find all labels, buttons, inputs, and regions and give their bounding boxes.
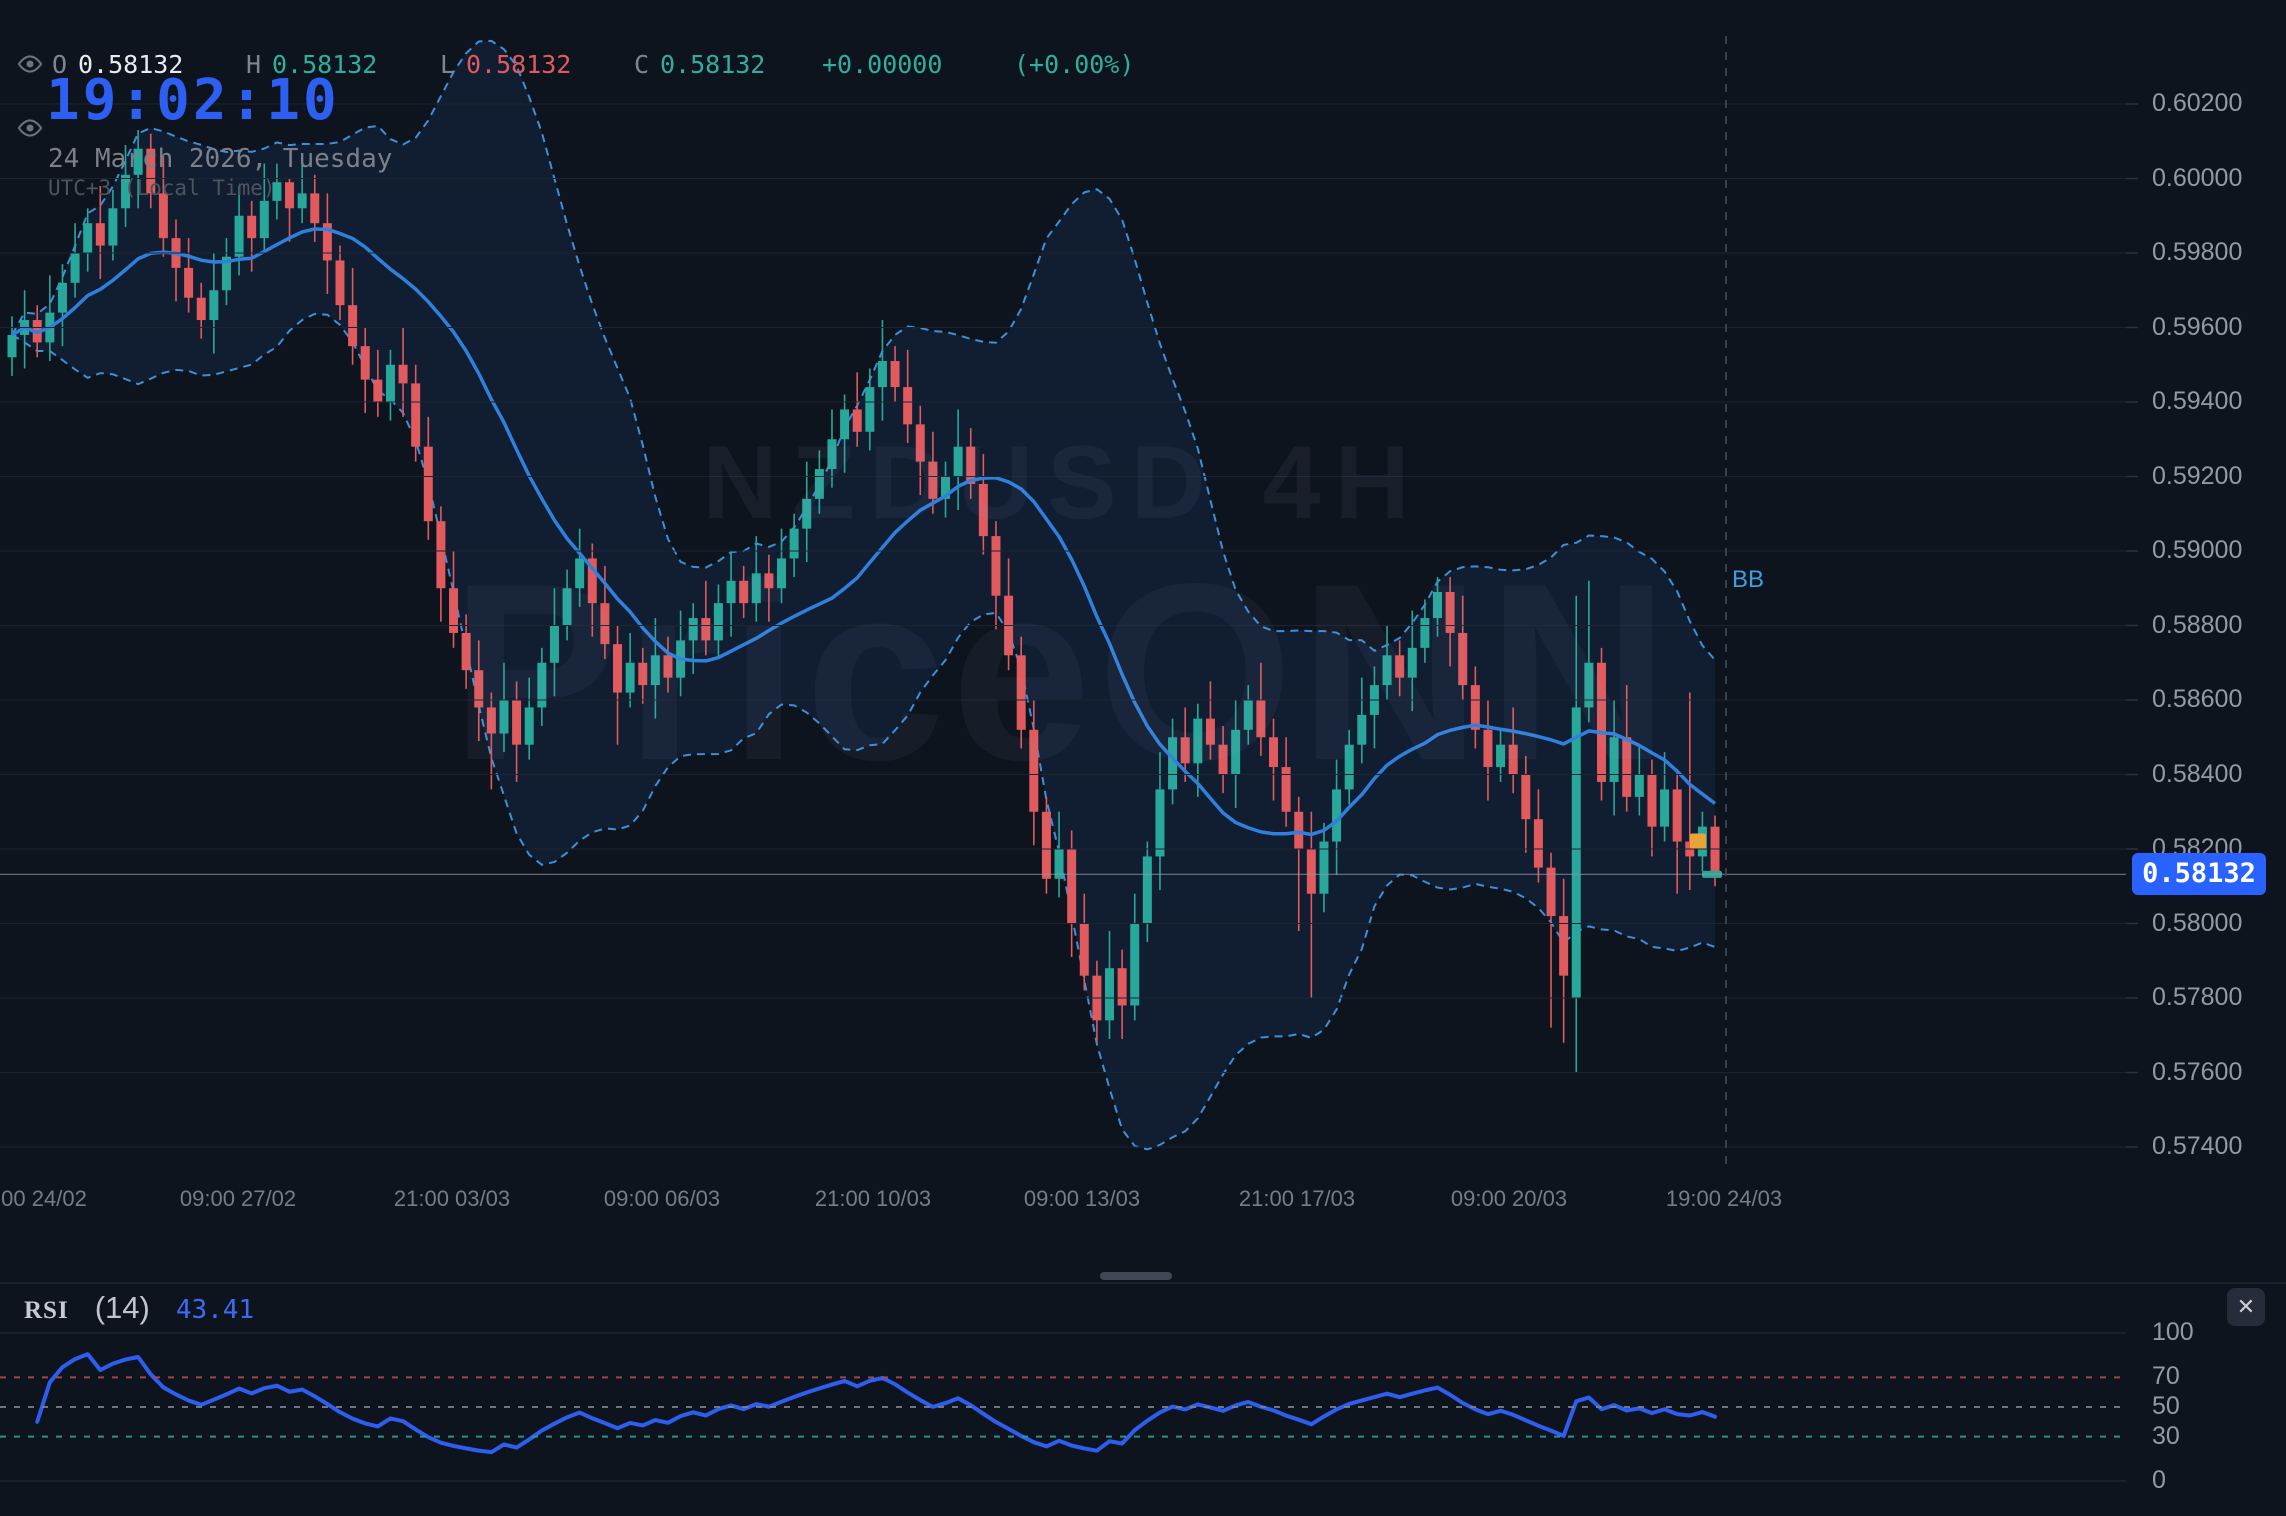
price-axis[interactable]: 0.60200 0.60000 0.59800 0.59600 0.59400 0.592…	[2126, 0, 2286, 1516]
time-axis-label: 00 24/02	[1, 1186, 87, 1211]
price-axis-label: 0.59200	[2152, 461, 2243, 490]
price-axis-label: 0.58400	[2152, 759, 2243, 788]
rsi-close-button[interactable]: ✕	[2227, 1288, 2265, 1326]
high-value: 0.58132	[272, 50, 378, 79]
price-axis-label: 0.57800	[2152, 983, 2243, 1011]
rsi-axis[interactable]: 100 70 50 30 0	[2126, 0, 2286, 1516]
bollinger-band-label: BB	[1732, 566, 1765, 593]
pane-resize-handle[interactable]	[1100, 1272, 1172, 1280]
price-axis-label: 0.57400	[2152, 1132, 2243, 1160]
price-axis-label: 0.58000	[2152, 908, 2243, 937]
price-axis-label: 0.58600	[2152, 685, 2243, 713]
time-axis-label: 09:00 06/03	[603, 1186, 721, 1211]
time-axis-label: 09:00 13/03	[1023, 1186, 1141, 1211]
rsi-axis-label: 0	[2152, 1466, 2166, 1494]
eye-icon[interactable]	[16, 118, 44, 138]
rsi-period: (14)	[94, 1290, 150, 1325]
pane-separator	[0, 1282, 2286, 1284]
price-axis-label: 0.59000	[2152, 536, 2243, 564]
eye-icon[interactable]	[16, 54, 44, 74]
time-axis-label: 21:00 03/03	[393, 1186, 511, 1211]
rsi-axis-label: 70	[2152, 1362, 2180, 1391]
brand-watermark: PriceONN	[450, 532, 1676, 813]
timezone-label: UTC+3 (Local Time)	[48, 176, 276, 200]
price-axis-label: 0.58800	[2152, 610, 2243, 639]
price-axis-label: 0.59400	[2152, 387, 2243, 415]
rsi-axis-label: 30	[2152, 1421, 2180, 1450]
open-label: O	[52, 50, 68, 79]
price-axis-label: 0.60200	[2152, 89, 2243, 117]
rsi-axis-label: 100	[2152, 1318, 2194, 1346]
price-axis-label: 0.59600	[2152, 312, 2243, 341]
change-value: +0.00000	[822, 50, 943, 79]
time-axis[interactable]: 00 24/02 09:00 27/02 21:00 03/03 09:00 06/0…	[0, 1178, 2286, 1218]
time-axis-label: 21:00 10/03	[814, 1186, 932, 1211]
price-axis-label: 0.60000	[2152, 163, 2243, 192]
rsi-value: 43.41	[175, 1295, 255, 1325]
time-axis-label: 09:00 27/02	[179, 1186, 297, 1211]
high-label: H	[246, 50, 262, 79]
low-value: 0.58132	[466, 50, 572, 79]
time-axis-label: 19:00 24/03	[1665, 1186, 1783, 1211]
rsi-title: RSI	[24, 1297, 69, 1324]
rsi-indicator-header[interactable]: RSI (14) 43.41	[24, 1290, 254, 1326]
close-value: 0.58132	[660, 50, 766, 79]
low-label: L	[440, 50, 456, 79]
close-label: C	[634, 50, 650, 79]
change-percent-value: (+0.00%)	[1014, 50, 1135, 79]
candle-countdown-timer: 19:02:10	[46, 68, 340, 133]
last-price-badge: 0.58132	[2132, 853, 2266, 895]
rsi-axis-label: 50	[2152, 1392, 2180, 1420]
symbol-watermark: NZDUSD 4H	[702, 425, 1424, 541]
time-axis-label: 09:00 20/03	[1450, 1186, 1568, 1211]
price-axis-label: 0.57600	[2152, 1057, 2243, 1086]
open-value: 0.58132	[78, 50, 184, 79]
price-axis-label: 0.59800	[2152, 238, 2243, 266]
current-date-label: 24 March 2026, Tuesday	[48, 144, 393, 174]
time-axis-label: 21:00 17/03	[1238, 1186, 1356, 1211]
